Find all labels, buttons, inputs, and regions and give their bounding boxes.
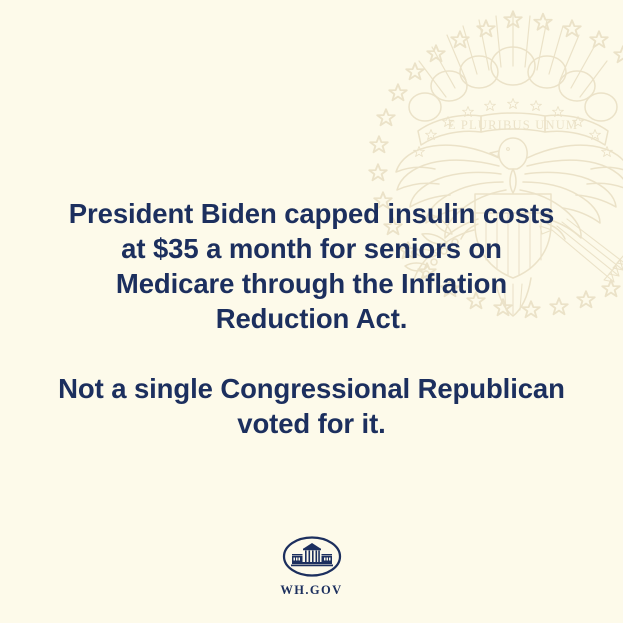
message-line: at $35 a month for seniors on [121,233,502,264]
wh-gov-logo[interactable]: WH.GOV [0,536,623,598]
white-house-icon [282,536,341,577]
message-paragraph-two: Not a single Congressional Republican vo… [0,371,623,441]
message-line: Not a single Congressional Republican [58,373,565,404]
wh-gov-label: WH.GOV [280,583,343,597]
message-line: President Biden capped insulin costs [68,198,555,229]
message-block: President Biden capped insulin costs at … [0,196,623,441]
svg-text:E PLURIBUS UNUM: E PLURIBUS UNUM [448,118,579,132]
message-paragraph-one: President Biden capped insulin costs at … [0,196,623,336]
message-line: Medicare through the Inflation [115,268,508,299]
message-line: Reduction Act. [215,303,408,334]
message-line: voted for it. [237,408,386,439]
